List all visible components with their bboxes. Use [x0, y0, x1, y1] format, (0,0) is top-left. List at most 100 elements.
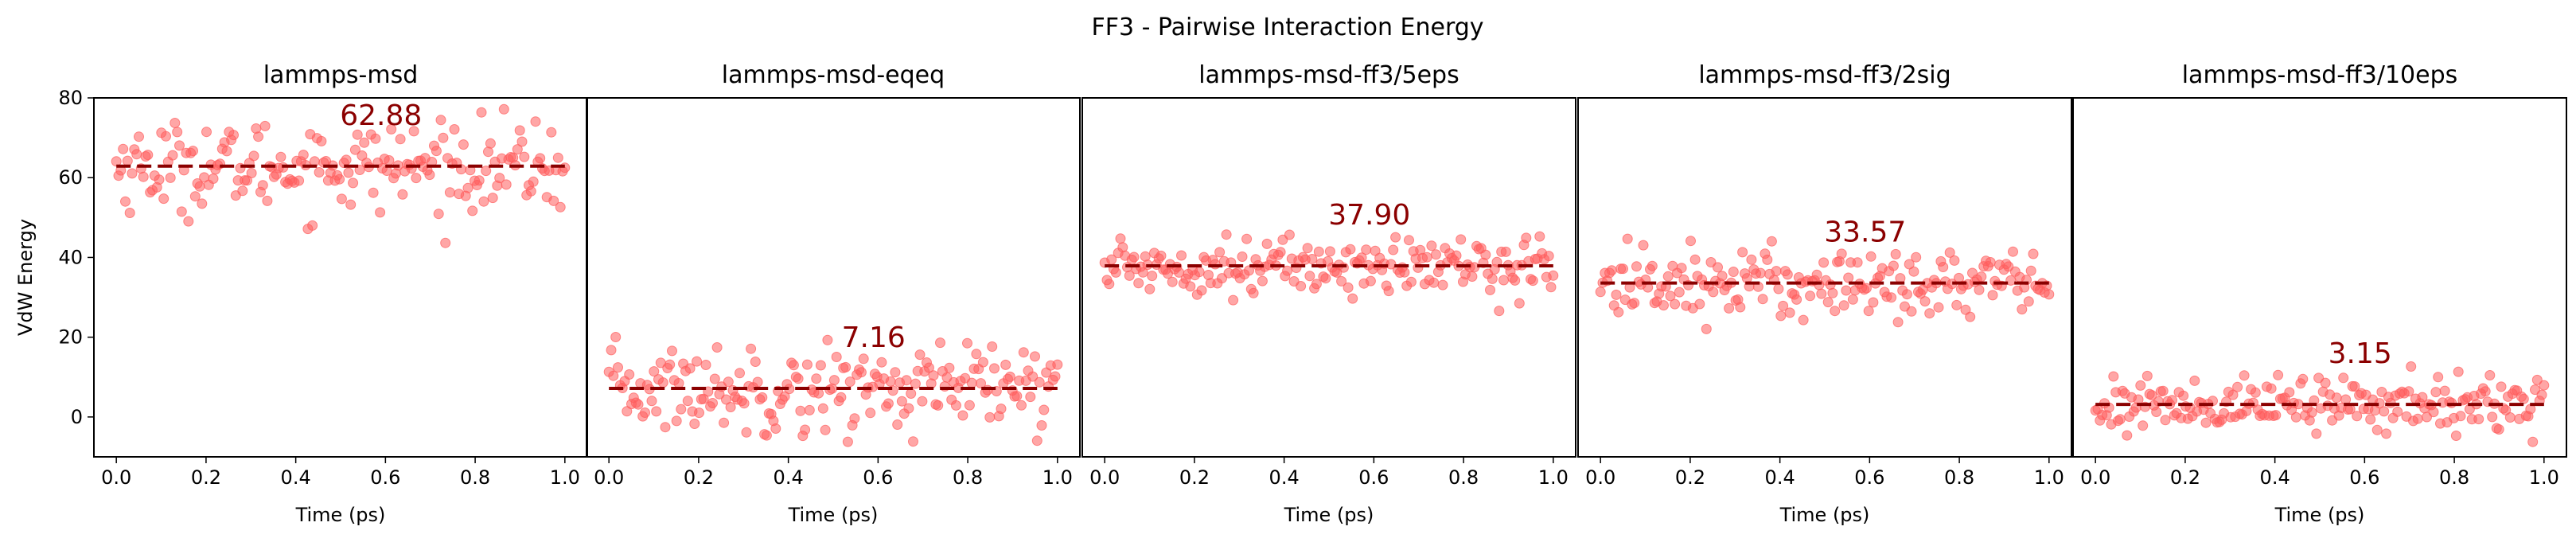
scatter-point [1324, 246, 1335, 257]
scatter-point [127, 168, 138, 179]
scatter-point [844, 376, 855, 388]
scatter-point [2250, 387, 2261, 398]
scatter-point [1016, 400, 1027, 411]
scatter-point [917, 396, 928, 407]
x-tick-label: 0.2 [684, 466, 714, 489]
scatter-point [1629, 298, 1640, 309]
scatter-point [735, 368, 745, 379]
scatter-point [2493, 424, 2504, 435]
panel-3: lammps-msd-ff3/5eps 37.90 0.0 0.2 0.4 0.6 0.8 1… [1081, 61, 1576, 526]
scatter-point [2412, 413, 2423, 424]
scatter-point [1827, 287, 1838, 298]
panel-title: lammps-msd-ff3/10eps [2182, 61, 2458, 89]
y-tick-label: 0 [71, 406, 83, 428]
scatter-point [788, 360, 799, 371]
scatter-point [711, 342, 723, 353]
scatter-point [1938, 262, 1949, 272]
scatter-point [1865, 251, 1876, 262]
scatter-point [1104, 279, 1115, 290]
scatter-point [2403, 386, 2414, 397]
scatter-point [1421, 252, 1432, 263]
scatter-point [174, 140, 185, 151]
scatter-point [444, 187, 455, 198]
scatter-point [817, 403, 828, 414]
scatter-point [485, 138, 496, 149]
scatter-point [1487, 273, 1498, 284]
scatter-point [649, 366, 660, 377]
scatter-point [923, 362, 934, 373]
scatter-point [158, 193, 170, 205]
scatter-point [530, 116, 541, 127]
scatter-point [1631, 261, 1642, 272]
scatter-point [1784, 307, 1795, 318]
scatter-point [2428, 407, 2439, 418]
figure-title: FF3 - Pairwise Interaction Energy [1091, 14, 1483, 41]
scatter-point [746, 343, 757, 354]
scatter-point [2531, 374, 2543, 385]
scatter-point [1534, 231, 1545, 242]
scatter-point [646, 396, 657, 407]
scatter-point [1336, 275, 1347, 287]
scatter-point [275, 151, 286, 162]
x-tick-label: 0.8 [1944, 466, 1974, 489]
scatter-point [2138, 420, 2149, 431]
scatter-point [368, 187, 379, 198]
x-tick-label: 1.0 [2529, 466, 2559, 489]
scatter-point [122, 155, 133, 166]
scatter-point [982, 384, 993, 396]
x-axis-label: Time (ps) [788, 504, 879, 526]
scatter-point [535, 153, 546, 164]
scatter-point [2008, 246, 2018, 257]
scatter-point [1618, 263, 1628, 275]
scatter-point [1431, 249, 1441, 260]
scatter-point [2527, 436, 2539, 447]
scatter-point [1399, 267, 1410, 278]
panel-4: lammps-msd-ff3/2sig 33.57 0.0 0.2 0.4 0.6 0.8 1… [1577, 61, 2072, 526]
x-tick-label: 0.0 [594, 466, 624, 489]
scatter-point [610, 332, 622, 342]
scatter-point [1852, 257, 1863, 268]
scatter-point [2141, 370, 2153, 381]
scatter-point [2473, 414, 2484, 425]
scatter-point [1670, 298, 1681, 310]
scatter-point [660, 422, 671, 433]
scatter-point [1689, 254, 1701, 265]
scatter-point [1773, 283, 1784, 294]
scatter-point [1638, 240, 1649, 251]
scatter-point [2365, 414, 2376, 425]
scatter-point [903, 403, 914, 414]
scatter-point [984, 411, 996, 423]
scatter-point [779, 391, 790, 402]
x-tick-label: 0.8 [953, 466, 983, 489]
scatter-point [1728, 267, 1739, 277]
scatter-point [2200, 417, 2212, 428]
scatter-point [1987, 290, 1998, 301]
scatter-point [2306, 407, 2317, 418]
scatter-point [1868, 297, 1879, 308]
scatter-point [801, 359, 813, 370]
scatter-point [519, 151, 530, 162]
scatter-point [1847, 294, 1858, 305]
scatter-point [165, 172, 176, 183]
scatter-point [2480, 386, 2491, 397]
mean-label: 33.57 [1824, 216, 1906, 249]
scatter-point [2017, 304, 2028, 315]
scatter-point [343, 167, 354, 178]
scatter-point [1361, 244, 1372, 255]
scatter-point [262, 195, 273, 206]
scatter-point [842, 436, 853, 447]
x-tick-label: 0.4 [1269, 466, 1300, 489]
scatter-point [237, 185, 248, 197]
scatter-point [498, 103, 509, 115]
scatter-point [1194, 267, 1205, 278]
scatter-point [1782, 269, 1793, 280]
scatter-point [1816, 288, 1827, 299]
scatter-point [694, 407, 704, 419]
scatter-point [1027, 371, 1039, 382]
scatter-point [1307, 254, 1318, 264]
scatter-point [1311, 279, 1322, 290]
scatter-point [2536, 389, 2547, 400]
scatter-point [2349, 381, 2360, 392]
scatter-point [2135, 380, 2146, 391]
scatter-point [2239, 370, 2250, 381]
